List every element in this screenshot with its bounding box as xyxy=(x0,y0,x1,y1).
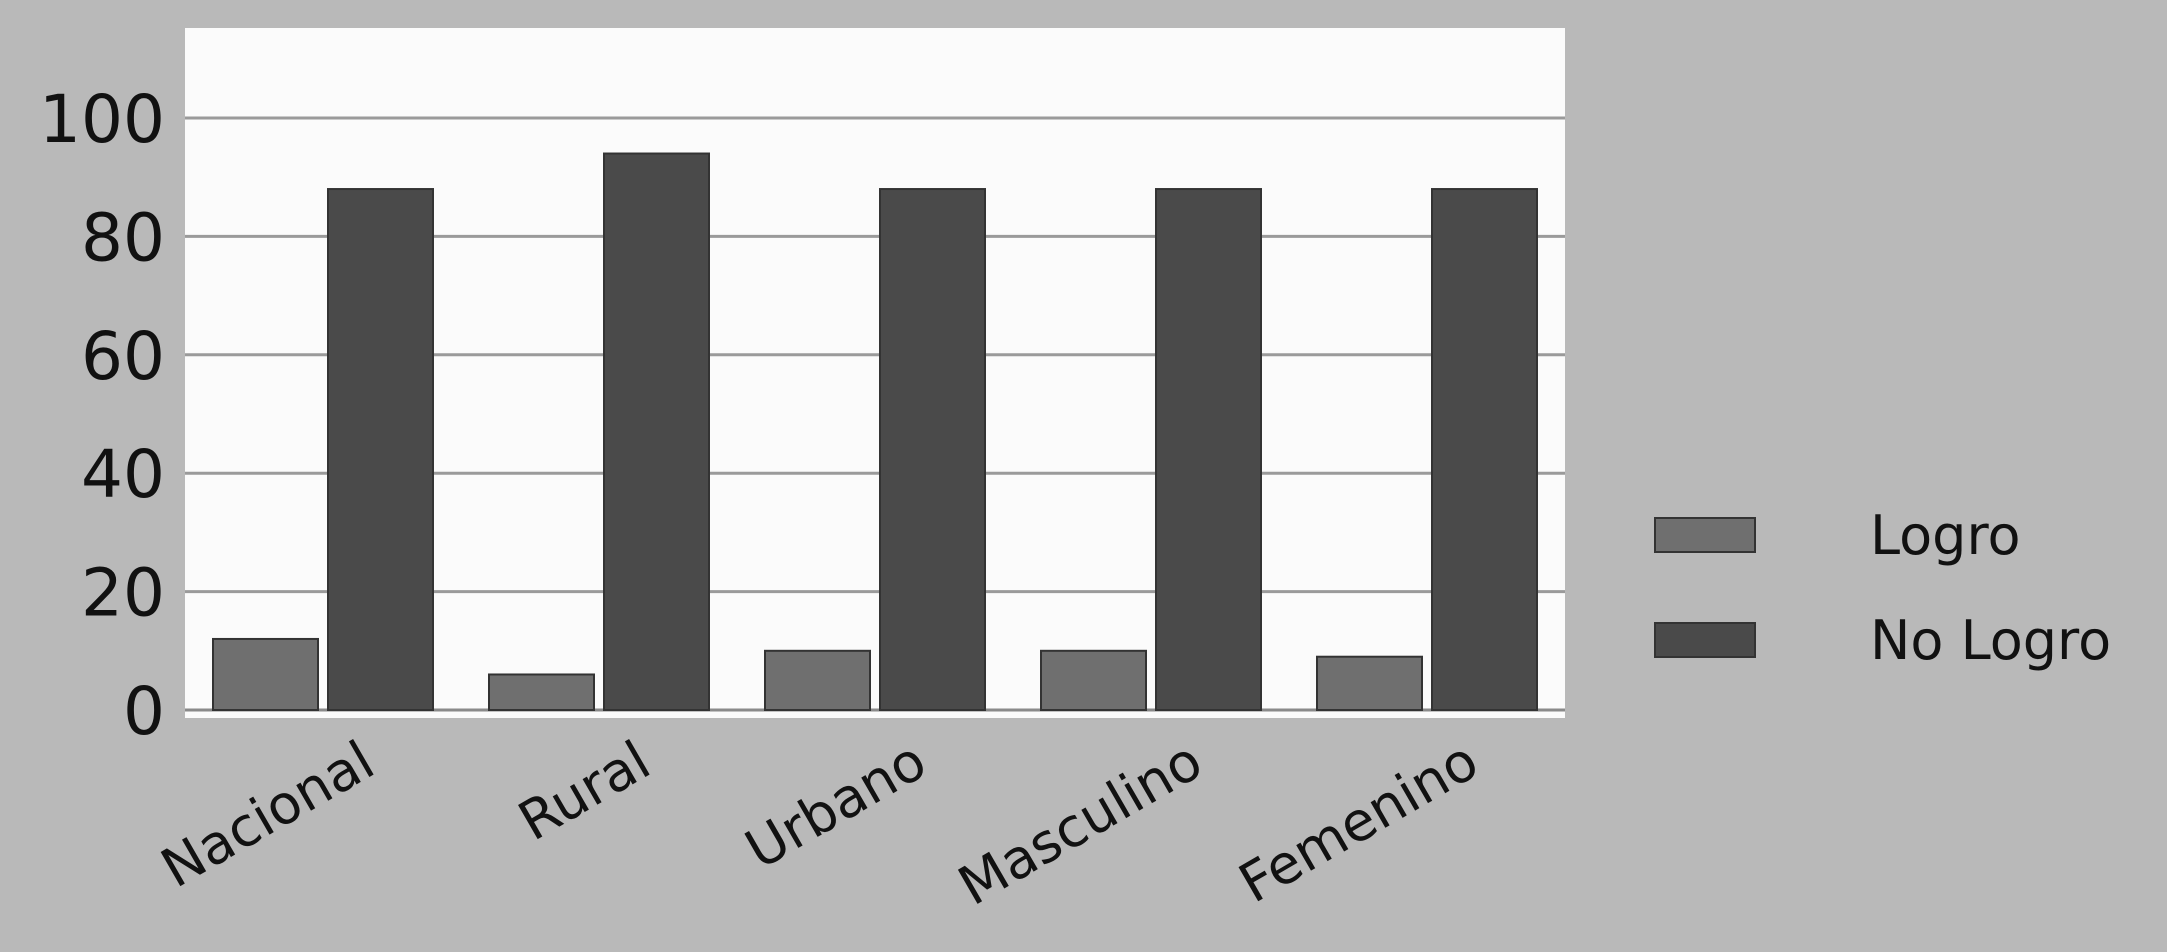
y-tick-label: 0 xyxy=(123,673,165,750)
y-tick-label: 100 xyxy=(39,81,165,158)
y-tick-label: 20 xyxy=(81,555,165,632)
bar-no-logro xyxy=(1431,188,1538,712)
bar-logro xyxy=(764,649,871,711)
bar-no-logro xyxy=(327,188,434,712)
bar-no-logro xyxy=(1155,188,1262,712)
bar-no-logro xyxy=(603,152,710,711)
y-tick-label: 40 xyxy=(81,436,165,513)
legend: Logro No Logro xyxy=(1654,504,2111,672)
legend-label: Logro xyxy=(1870,504,2021,567)
bar-no-logro xyxy=(879,188,986,712)
bar-logro xyxy=(488,673,595,711)
legend-swatch xyxy=(1654,622,1756,658)
y-tick-labels: 0 20 40 60 80 100 xyxy=(39,81,165,750)
legend-swatch xyxy=(1654,517,1756,553)
y-tick-label: 80 xyxy=(81,199,165,276)
bar-logro xyxy=(1040,649,1147,711)
y-tick-label: 60 xyxy=(81,318,165,395)
bar-logro xyxy=(1316,655,1423,711)
legend-label: No Logro xyxy=(1870,609,2111,672)
bars xyxy=(212,152,1538,712)
bar-logro xyxy=(212,637,319,712)
